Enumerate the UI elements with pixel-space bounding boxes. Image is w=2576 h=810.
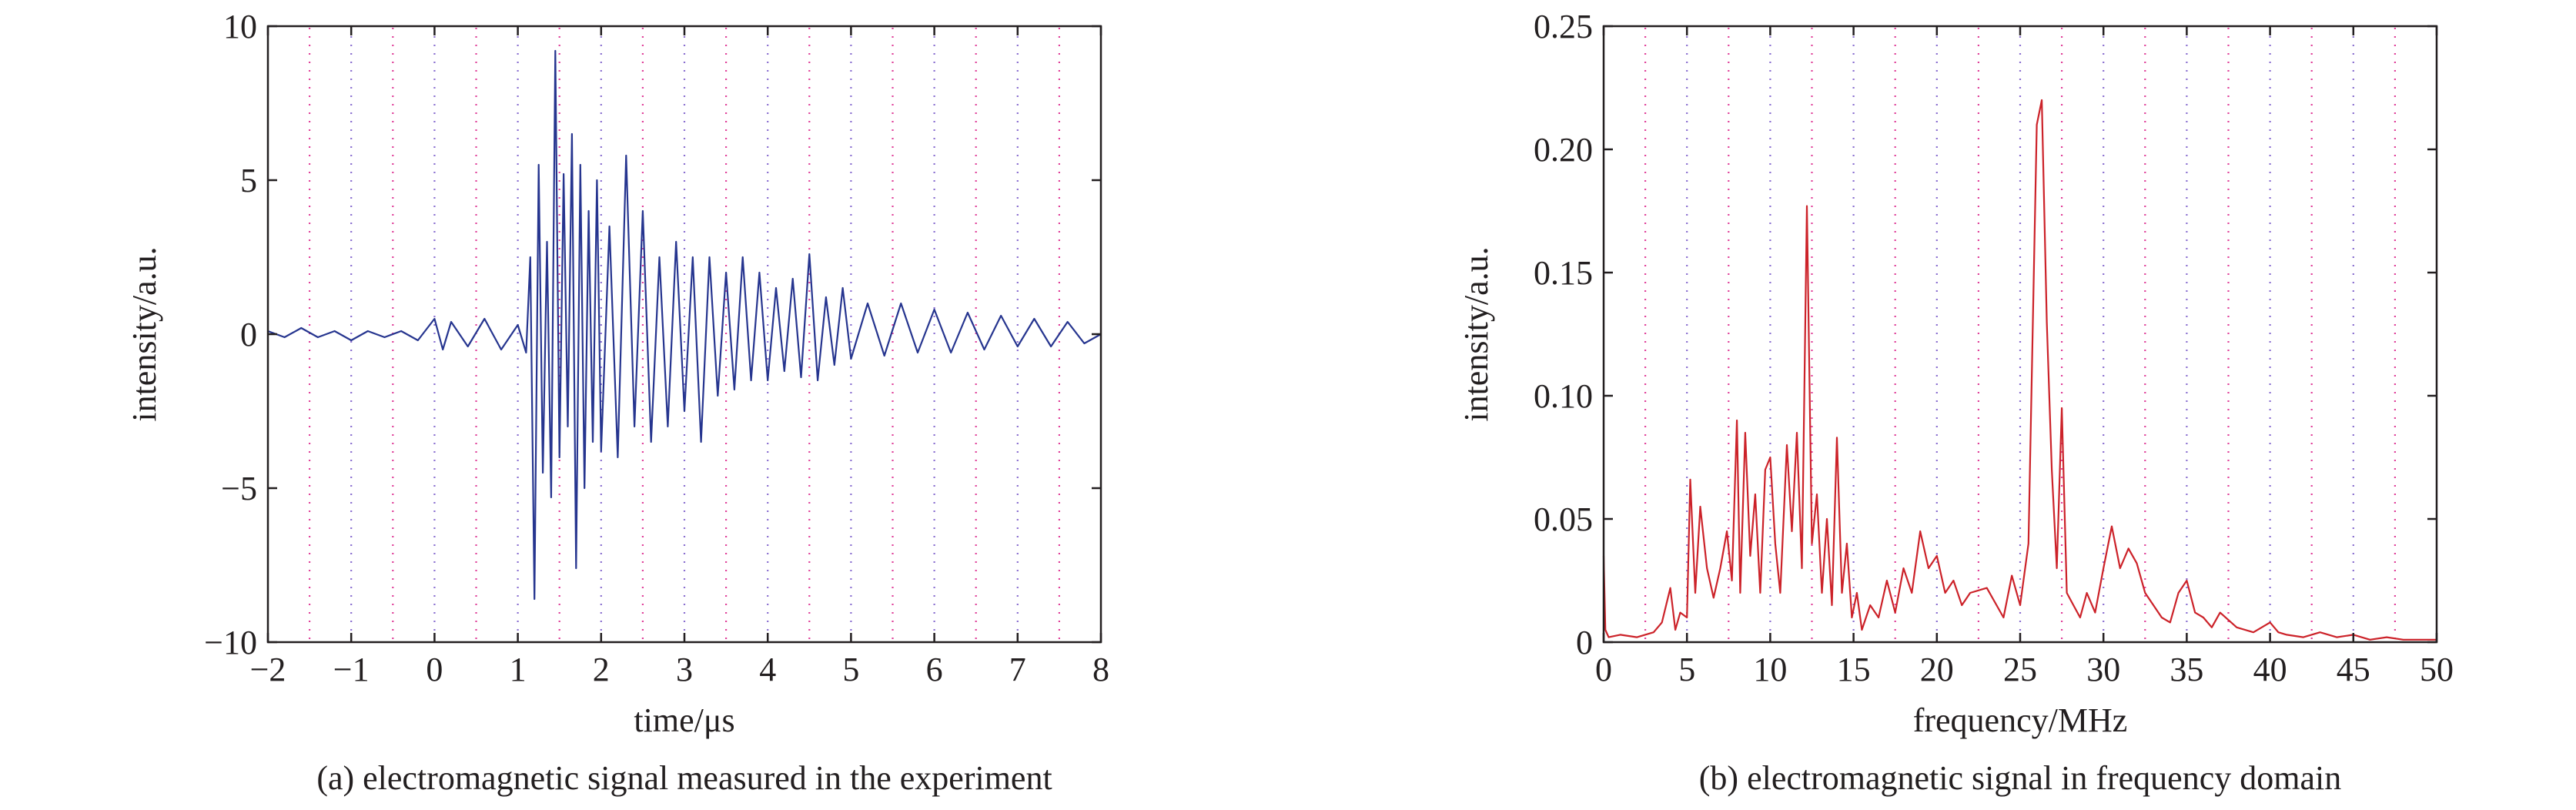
chart-a-x-tick-label: 0 [426, 651, 443, 688]
chart-a-caption: (a) electromagnetic signal measured in t… [316, 759, 1052, 797]
chart-b-x-tick-label: 45 [2337, 651, 2370, 688]
chart-a-x-tick-label: 2 [593, 651, 610, 688]
chart-b-y-tick-label: 0.10 [1534, 377, 1593, 415]
chart-b-y-tick-label: 0.15 [1534, 254, 1593, 292]
chart-b: 0 5 10 15 20 25 30 35 40 45 50 0 0.05 0.10 0.15 0.20 0.… [1457, 8, 2454, 797]
chart-b-y-tick-label: 0 [1576, 624, 1593, 661]
chart-a-x-tick-label: 8 [1092, 651, 1109, 688]
chart-b-x-tick-label: 35 [2170, 651, 2203, 688]
chart-b-x-tick-label: 40 [2253, 651, 2287, 688]
chart-a-x-tick-label: 3 [676, 651, 693, 688]
chart-a-y-tick-label: 10 [223, 8, 257, 45]
chart-a-x-ticks: −2 −1 0 1 2 3 4 5 6 7 8 [250, 26, 1109, 688]
chart-b-y-tick-label: 0.25 [1534, 8, 1593, 45]
chart-b-x-axis-label: frequency/MHz [1913, 701, 2128, 739]
chart-b-x-tick-label: 10 [1753, 651, 1787, 688]
chart-b-y-axis-label: intensity/a.u. [1457, 246, 1495, 421]
chart-b-y-tick-label: 0.05 [1534, 500, 1593, 538]
chart-b-x-ticks: 0 5 10 15 20 25 30 35 40 45 50 [1595, 26, 2454, 688]
chart-b-series-line [1602, 99, 2437, 641]
chart-a-y-tick-label: −10 [204, 624, 257, 661]
chart-a-x-tick-label: 5 [842, 651, 859, 688]
chart-a-x-axis-label: time/μs [634, 701, 734, 739]
chart-b-x-tick-label: 15 [1837, 651, 1871, 688]
chart-b-x-tick-label: 50 [2420, 651, 2454, 688]
chart-b-y-tick-label: 0.20 [1534, 131, 1593, 169]
chart-b-gridlines [1644, 28, 2396, 641]
chart-a-x-tick-label: 1 [510, 651, 527, 688]
chart-b-x-tick-label: 0 [1595, 651, 1612, 688]
chart-a-series-line [267, 49, 1102, 601]
chart-b-x-tick-label: 20 [1920, 651, 1954, 688]
chart-b-x-tick-label: 30 [2086, 651, 2120, 688]
chart-b-x-tick-label: 25 [2003, 651, 2037, 688]
chart-a-y-ticks: −10 −5 0 5 10 [204, 8, 1101, 661]
chart-b-caption: (b) electromagnetic signal in frequency … [1699, 759, 2341, 797]
chart-a-y-tick-label: 0 [240, 316, 257, 353]
chart-a-x-tick-label: −2 [250, 651, 286, 688]
chart-a-x-tick-label: 7 [1009, 651, 1026, 688]
chart-a-y-tick-label: 5 [240, 162, 257, 199]
chart-a-y-axis-label: intensity/a.u. [125, 246, 163, 421]
chart-a-x-tick-label: 6 [926, 651, 943, 688]
chart-a-x-tick-label: 4 [759, 651, 776, 688]
chart-b-x-tick-label: 5 [1678, 651, 1695, 688]
chart-b-y-ticks: 0 0.05 0.10 0.15 0.20 0.25 [1534, 8, 2437, 661]
chart-a-y-tick-label: −5 [221, 470, 257, 507]
chart-a-x-tick-label: −1 [333, 651, 370, 688]
